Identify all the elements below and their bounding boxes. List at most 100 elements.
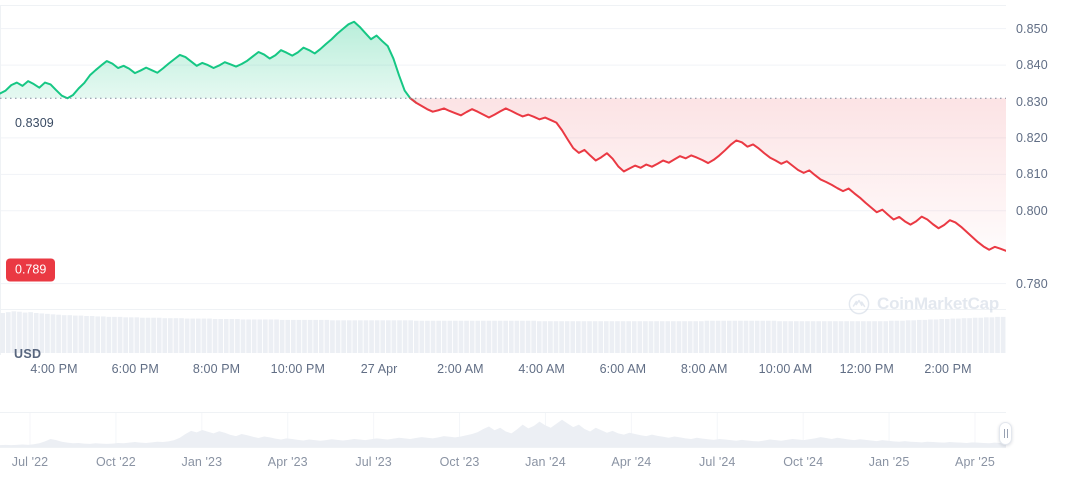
volume-bar <box>805 321 810 353</box>
volume-bar <box>777 321 782 353</box>
volume-bar <box>140 317 145 353</box>
current-price-badge: 0.789 <box>6 258 56 282</box>
y-axis-unit-label: USD <box>14 347 42 361</box>
navigator-tick-label: Oct '23 <box>439 455 480 469</box>
volume-bar <box>911 320 917 353</box>
volume-bar <box>676 321 682 353</box>
volume-bar <box>782 321 788 353</box>
volume-bar <box>100 316 106 353</box>
volume-bar <box>240 319 246 353</box>
volume-bar <box>743 320 749 353</box>
volume-bar <box>508 320 514 353</box>
volume-bar <box>45 313 50 353</box>
price-line-down <box>409 97 1006 252</box>
volume-bar <box>631 321 637 353</box>
volume-bar <box>995 316 1000 353</box>
volume-bar <box>665 321 671 353</box>
volume-bar <box>609 321 615 353</box>
volume-bar <box>391 320 397 353</box>
volume-bar <box>704 320 710 353</box>
volume-bar <box>67 315 73 353</box>
volume-bar <box>698 321 704 353</box>
volume-bar <box>430 320 436 353</box>
volume-bar <box>989 317 995 353</box>
volume-bar <box>168 318 173 353</box>
navigator-tick-label: Oct '24 <box>783 455 824 469</box>
volume-bar <box>246 319 251 353</box>
volume-bar <box>39 313 45 353</box>
volume-bar <box>760 320 766 353</box>
x-axis-tick-label: 2:00 PM <box>924 362 972 376</box>
volume-bar <box>279 319 285 353</box>
handle-grip-line <box>1003 429 1005 438</box>
volume-bar <box>33 313 39 353</box>
navigator-top-border <box>0 412 1006 413</box>
volume-bar <box>905 320 911 353</box>
volume-bar <box>939 319 944 353</box>
volume-bar <box>603 321 609 353</box>
volume-bar <box>710 320 715 353</box>
navigator-tick-label: Jan '24 <box>525 455 566 469</box>
y-axis: 0.850 0.840 0.830 0.820 0.810 0.800 0.780 <box>1006 0 1072 395</box>
volume-bar <box>564 321 570 353</box>
navigator-svg <box>0 412 1006 448</box>
volume-bar <box>385 320 391 353</box>
volume-bar <box>358 320 363 353</box>
price-chart-svg <box>0 5 1006 355</box>
x-axis-tick-label: 6:00 PM <box>111 362 159 376</box>
volume-bar <box>184 318 190 353</box>
volume-bar <box>883 321 889 353</box>
volume-bar <box>620 321 626 353</box>
price-area-up <box>0 21 416 103</box>
navigator-tick-label: Jul '23 <box>355 455 392 469</box>
volume-bar <box>637 321 643 353</box>
x-axis-tick-label: 10:00 AM <box>758 362 813 376</box>
navigator-tick-label: Jul '24 <box>699 455 736 469</box>
navigator-x-axis: Jul '22 Oct '22 Jan '23 Apr '23 Jul '23 Oct '… <box>0 455 1006 477</box>
range-navigator[interactable] <box>0 404 1012 449</box>
volume-bar <box>983 317 989 353</box>
volume-top-border <box>0 309 1006 310</box>
volume-bar <box>453 320 458 353</box>
volume-bar <box>816 321 822 353</box>
volume-bar <box>28 312 33 353</box>
volume-bar <box>251 319 257 353</box>
volume-bar <box>50 314 56 353</box>
x-axis-tick-label: 12:00 PM <box>839 362 894 376</box>
volume-bar <box>916 319 922 353</box>
volume-bar <box>1000 316 1006 353</box>
plot-left-border <box>0 5 1 355</box>
volume-bar <box>648 321 654 353</box>
volume-bar <box>313 319 319 353</box>
price-line-up <box>0 20 417 104</box>
y-axis-tick-label: 0.810 <box>1016 167 1048 182</box>
volume-bar <box>978 317 984 353</box>
volume-bar <box>933 319 939 353</box>
volume-bar <box>73 315 78 353</box>
price-area-down <box>410 98 1006 251</box>
volume-bar <box>967 318 972 353</box>
volume-bar <box>749 320 754 353</box>
volume-bar <box>492 320 497 353</box>
volume-bar <box>788 321 794 353</box>
volume-bars <box>0 311 1006 353</box>
price-chart-pane[interactable]: 0.8309 CoinMarketCap <box>0 0 1006 355</box>
navigator-handle-right[interactable] <box>999 422 1012 445</box>
volume-bar <box>844 321 849 353</box>
volume-bar <box>827 321 833 353</box>
volume-bar <box>587 321 592 353</box>
volume-bar <box>285 319 291 353</box>
volume-bar <box>659 321 665 353</box>
volume-bar <box>503 320 509 353</box>
volume-bar <box>162 318 168 353</box>
volume-bar <box>559 321 564 353</box>
volume-bar <box>223 319 229 353</box>
y-axis-tick-label: 0.830 <box>1016 94 1048 109</box>
volume-bar <box>84 316 89 353</box>
volume-bar <box>687 321 693 353</box>
volume-bar <box>346 320 352 353</box>
volume-bar <box>22 312 28 353</box>
volume-bar <box>151 317 156 353</box>
volume-bar <box>542 321 548 353</box>
